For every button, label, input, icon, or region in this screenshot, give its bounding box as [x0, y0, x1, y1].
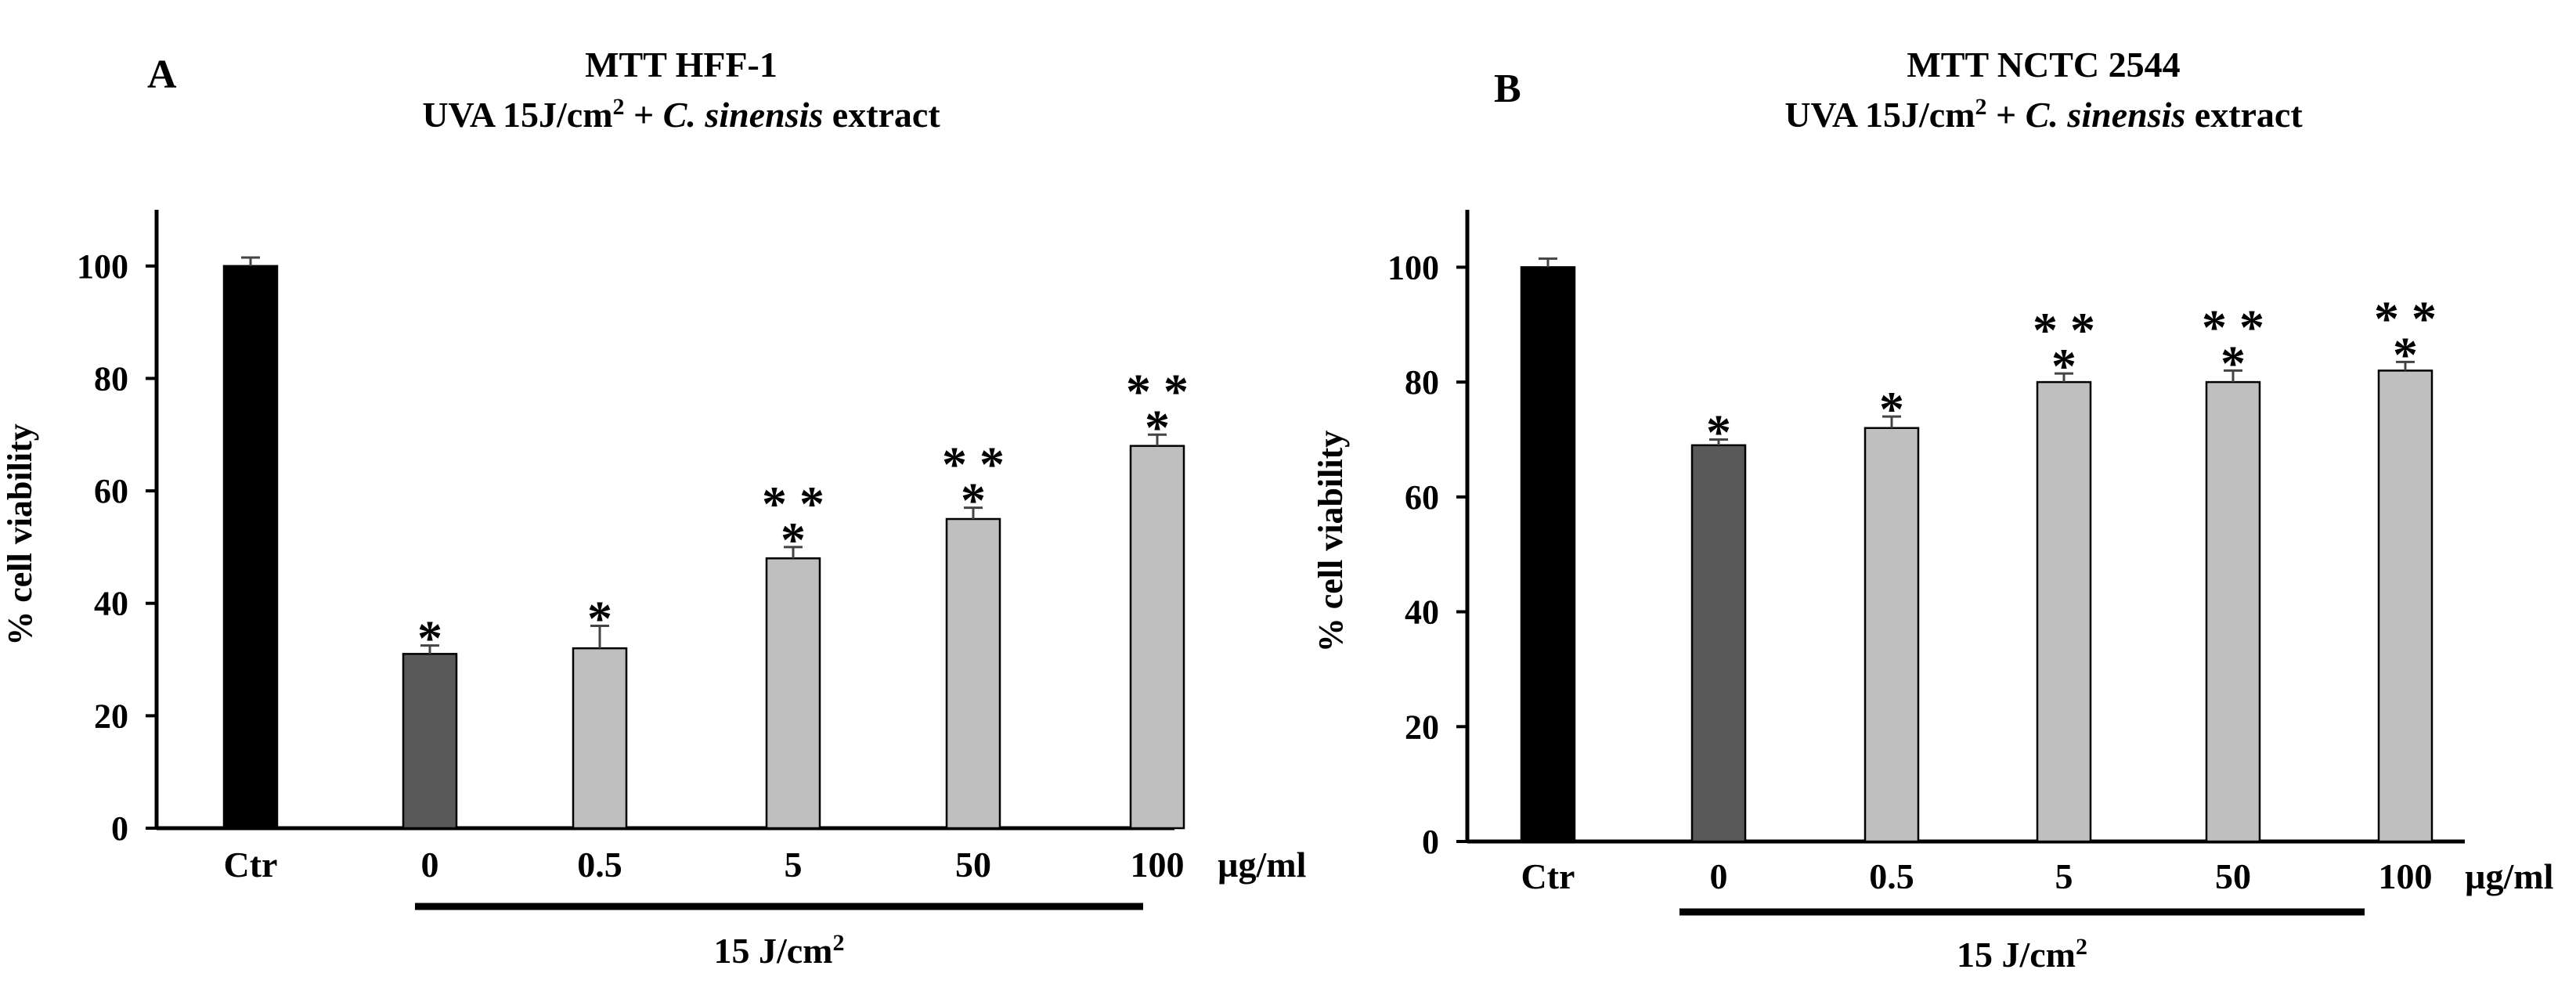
y-tick-label: 80: [1405, 363, 1439, 402]
significance-marker: * *: [2202, 299, 2264, 355]
subtitle-superscript: 2: [613, 94, 625, 120]
subtitle-prefix: UVA 15J/cm: [1784, 95, 1975, 135]
y-tick-label: 20: [94, 697, 128, 735]
group-label: 15 J/cm2: [713, 930, 844, 971]
unit-label: µg/ml: [2465, 856, 2553, 896]
bar: [222, 265, 279, 830]
bar: [765, 557, 821, 830]
significance-marker: * *: [942, 437, 1005, 492]
significance-marker: * *: [1126, 363, 1189, 419]
subtitle-middle: +: [1987, 95, 2026, 135]
x-tick-label: 100: [1131, 845, 1185, 885]
significance-marker: *: [2221, 335, 2246, 391]
significance-marker: *: [417, 611, 442, 666]
y-tick-label: 100: [77, 247, 128, 286]
y-tick-label: 40: [94, 585, 128, 623]
significance-marker: *: [587, 590, 612, 646]
significance-marker: * *: [2374, 290, 2437, 346]
chart-panel-b: B MTT NCTC 2544 UVA 15J/cm2 + C. sinensis …: [1311, 45, 2553, 975]
chart-title: MTT HFF-1: [585, 45, 777, 85]
significance-marker: *: [781, 512, 806, 568]
x-tick-label: 0.5: [1869, 856, 1914, 896]
bar: [572, 647, 628, 830]
y-axis-label: % cell viability: [1, 423, 39, 646]
x-tick-label: Ctr: [224, 845, 278, 885]
significance-marker: * *: [762, 476, 824, 532]
y-tick-label: 0: [111, 809, 128, 848]
bar: [2377, 369, 2433, 843]
y-tick-label: 80: [94, 359, 128, 398]
bar: [945, 517, 1001, 830]
significance-marker: *: [961, 473, 986, 528]
bar: [1690, 444, 1747, 843]
subtitle-suffix: extract: [2185, 95, 2303, 135]
group-label-superscript: 2: [2076, 934, 2087, 960]
bar: [1129, 445, 1185, 830]
subtitle-species: C. sinensis: [663, 95, 824, 135]
bar: [402, 653, 458, 830]
y-axis-label: % cell viability: [1311, 431, 1350, 653]
significance-marker: * *: [2033, 302, 2095, 358]
y-tick-label: 0: [1422, 823, 1439, 861]
significance-marker: *: [2051, 338, 2076, 394]
subtitle-superscript: 2: [1975, 94, 1987, 120]
x-tick-label: 50: [955, 845, 991, 885]
group-label: 15 J/cm2: [1957, 934, 2087, 975]
x-tick-label: 5: [2055, 856, 2073, 896]
subtitle-species: C. sinensis: [2026, 95, 2186, 135]
x-tick-label: 0: [421, 845, 439, 885]
bar: [1863, 427, 1920, 843]
significance-marker: *: [1706, 404, 1731, 459]
group-label-superscript: 2: [833, 930, 845, 956]
y-tick-label: 20: [1405, 708, 1439, 746]
y-tick-label: 40: [1405, 593, 1439, 632]
subtitle-middle: +: [625, 95, 663, 135]
x-tick-label: 0.5: [577, 845, 622, 885]
chart-subtitle: UVA 15J/cm2 + C. sinensis extract: [422, 94, 940, 135]
y-tick-label: 60: [94, 472, 128, 510]
unit-label: µg/ml: [1218, 845, 1306, 885]
x-tick-label: 50: [2215, 856, 2251, 896]
x-tick-label: 5: [785, 845, 803, 885]
y-tick-label: 60: [1405, 478, 1439, 517]
group-label-prefix: 15 J/cm: [1957, 935, 2076, 975]
x-tick-label: 0: [1710, 856, 1728, 896]
chart-subtitle: UVA 15J/cm2 + C. sinensis extract: [1784, 94, 2303, 135]
panel-letter: A: [147, 52, 177, 97]
subtitle-prefix: UVA 15J/cm: [422, 95, 612, 135]
y-tick-label: 100: [1387, 248, 1439, 286]
subtitle-suffix: extract: [823, 95, 940, 135]
bar: [2205, 380, 2261, 843]
significance-marker: *: [2393, 326, 2418, 382]
significance-marker: *: [1145, 399, 1170, 455]
group-label-prefix: 15 J/cm: [713, 931, 832, 971]
significance-marker: *: [1879, 381, 1904, 437]
bar: [2036, 380, 2092, 843]
panel-letter: B: [1494, 67, 1521, 111]
x-tick-label: 100: [2379, 856, 2433, 896]
x-tick-label: Ctr: [1521, 856, 1575, 896]
bar: [1520, 266, 1576, 843]
chart-title: MTT NCTC 2544: [1907, 45, 2180, 85]
